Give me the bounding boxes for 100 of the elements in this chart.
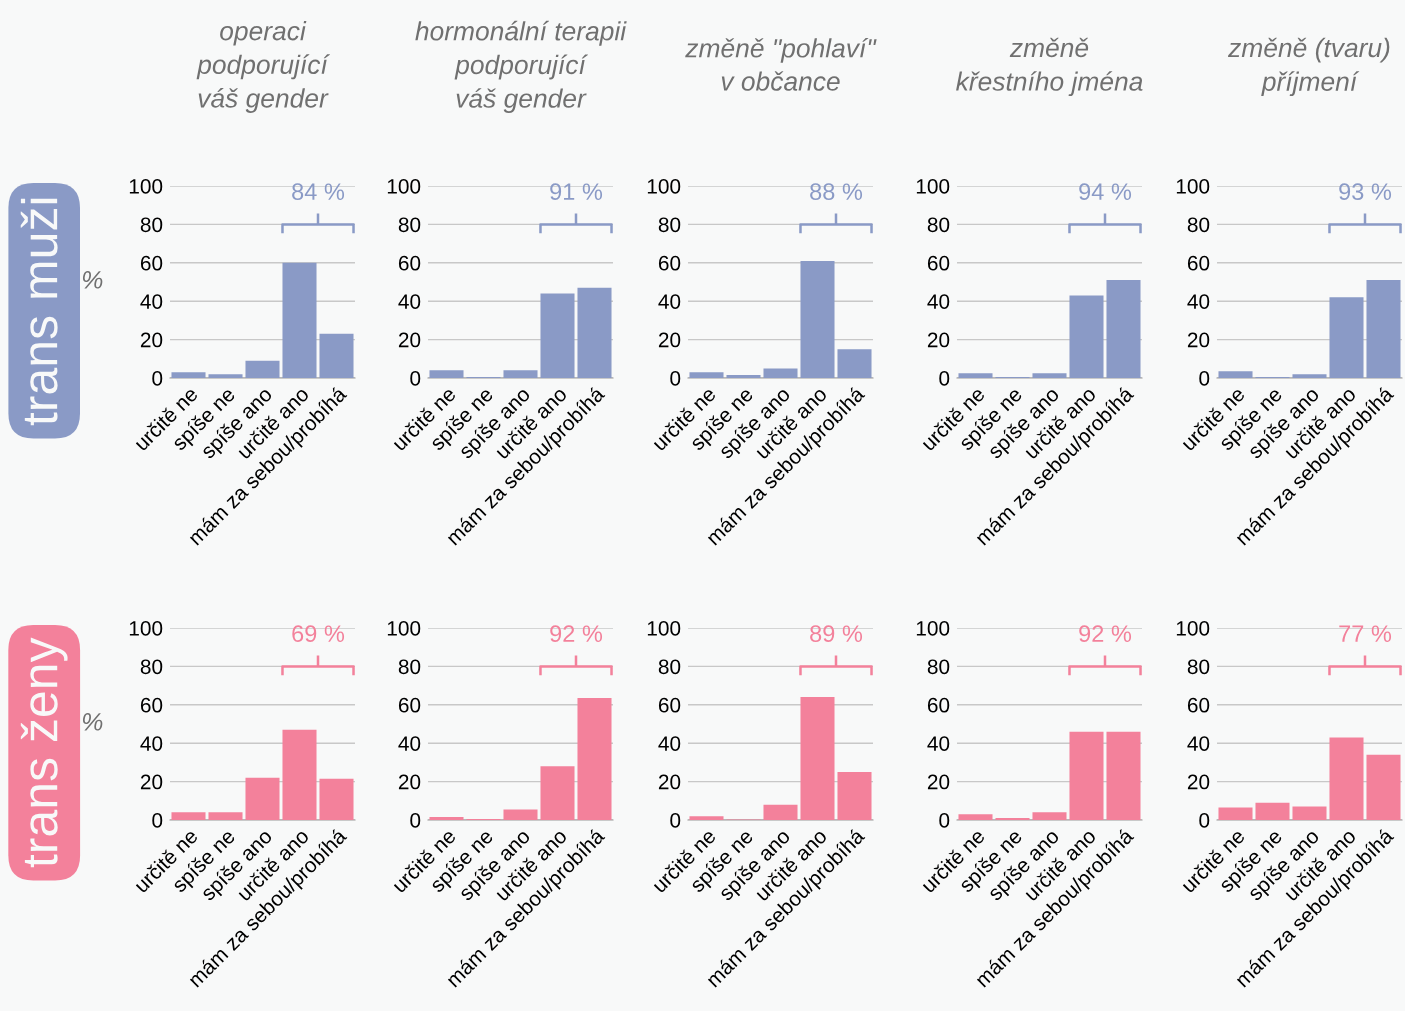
y-tick-label: 80	[927, 659, 950, 675]
bar	[540, 766, 575, 820]
annotation: 91 %	[550, 183, 603, 201]
y-tick-label: 20	[140, 774, 163, 790]
y-tick-label: 40	[658, 294, 681, 309]
y-tick-label: 100	[129, 179, 163, 194]
y-tick-label: 100	[1176, 621, 1210, 636]
y-tick-label: 60	[140, 697, 163, 713]
bar	[429, 370, 464, 378]
bar	[540, 293, 575, 378]
y-tick-label: 0	[939, 371, 950, 386]
bar	[319, 778, 354, 820]
bar	[689, 816, 724, 820]
y-tick-label: 80	[1187, 659, 1210, 675]
y-tick-label: 40	[140, 294, 163, 309]
y-tick-label: 100	[1176, 179, 1210, 194]
y-tick-label: 20	[1187, 774, 1210, 790]
bar	[800, 697, 835, 820]
annotation: 92 %	[550, 625, 603, 643]
bar	[282, 262, 317, 378]
annotation: 69 %	[292, 625, 345, 643]
chart-title: změně křestního jména	[956, 37, 1143, 97]
y-tick-label: 80	[140, 217, 163, 233]
bar	[208, 812, 243, 820]
y-tick-label: 20	[927, 774, 950, 790]
chart-title: operaci podporující váš gender	[196, 21, 330, 113]
y-tick-label: 80	[658, 659, 681, 675]
bar	[763, 368, 798, 378]
text: trans ženy	[20, 637, 68, 868]
bar	[577, 287, 612, 378]
y-tick-label: 0	[410, 813, 421, 828]
annotation: 77 %	[1339, 625, 1392, 642]
y-tick-label: 80	[1187, 217, 1210, 233]
bar	[689, 372, 724, 378]
annotation: 93 %	[1339, 183, 1392, 201]
y-tick-label: 60	[658, 255, 681, 271]
bar	[171, 372, 206, 378]
y-tick-label: 20	[927, 332, 950, 348]
y-tick-label: 40	[140, 736, 163, 751]
bar	[503, 809, 538, 820]
y-tick-label: 80	[398, 659, 421, 675]
y-tick-label: 20	[398, 774, 421, 790]
bar	[726, 375, 761, 378]
y-tick-label: 0	[670, 813, 681, 828]
bar	[1106, 731, 1141, 820]
y-tick-label: 60	[398, 697, 421, 713]
bar	[800, 260, 835, 378]
y-tick-label: 20	[140, 332, 163, 348]
bar	[208, 374, 243, 378]
y-tick-label: 40	[1187, 294, 1210, 309]
y-tick-label: 100	[129, 621, 163, 636]
y-tick-label: 20	[398, 332, 421, 348]
y-tick-label: 40	[398, 294, 421, 309]
y-tick-label: 100	[647, 179, 681, 194]
y-tick-label: 0	[670, 371, 681, 386]
y-tick-label: 20	[1187, 332, 1210, 348]
y-tick-label: 60	[398, 255, 421, 271]
y-tick-label: 100	[647, 621, 681, 636]
y-axis-title: %	[82, 713, 103, 731]
y-tick-label: 80	[140, 659, 163, 675]
chart-title: hormonální terapii podporující váš gender	[415, 20, 627, 114]
bar	[958, 814, 993, 820]
bar	[1069, 295, 1104, 378]
y-tick-label: 40	[927, 736, 950, 751]
chart-title: změně (tvaru) příjmení	[1227, 37, 1390, 97]
bar	[1366, 754, 1401, 820]
y-tick-label: 100	[916, 621, 950, 636]
annotation: 88 %	[810, 183, 863, 201]
bar	[837, 772, 872, 820]
y-tick-label: 100	[387, 621, 421, 636]
y-tick-label: 0	[939, 813, 950, 828]
bar	[1292, 806, 1327, 820]
bar	[1218, 371, 1253, 378]
bar	[1032, 812, 1067, 820]
y-tick-label: 80	[398, 217, 421, 233]
bar	[282, 729, 317, 820]
y-tick-label: 20	[658, 774, 681, 790]
annotation: 94 %	[1079, 183, 1132, 201]
y-tick-label: 40	[927, 294, 950, 309]
y-tick-label: 80	[658, 217, 681, 233]
bar	[245, 777, 280, 820]
y-tick-label: 0	[1199, 371, 1210, 386]
y-axis-title: %	[82, 271, 103, 289]
y-tick-label: 100	[916, 179, 950, 194]
bar	[319, 333, 354, 378]
bar	[1329, 297, 1364, 378]
y-tick-label: 40	[658, 736, 681, 751]
bar	[1069, 731, 1104, 820]
bar	[958, 373, 993, 378]
bar	[1366, 280, 1401, 378]
bar	[1255, 802, 1290, 820]
y-tick-label: 100	[387, 179, 421, 194]
y-tick-label: 60	[658, 697, 681, 713]
y-tick-label: 60	[1187, 697, 1210, 713]
y-tick-label: 80	[927, 217, 950, 233]
bar	[171, 812, 206, 820]
bar	[1218, 807, 1253, 820]
y-tick-label: 60	[927, 255, 950, 271]
bar	[1292, 374, 1327, 378]
annotation: 89 %	[810, 625, 863, 643]
